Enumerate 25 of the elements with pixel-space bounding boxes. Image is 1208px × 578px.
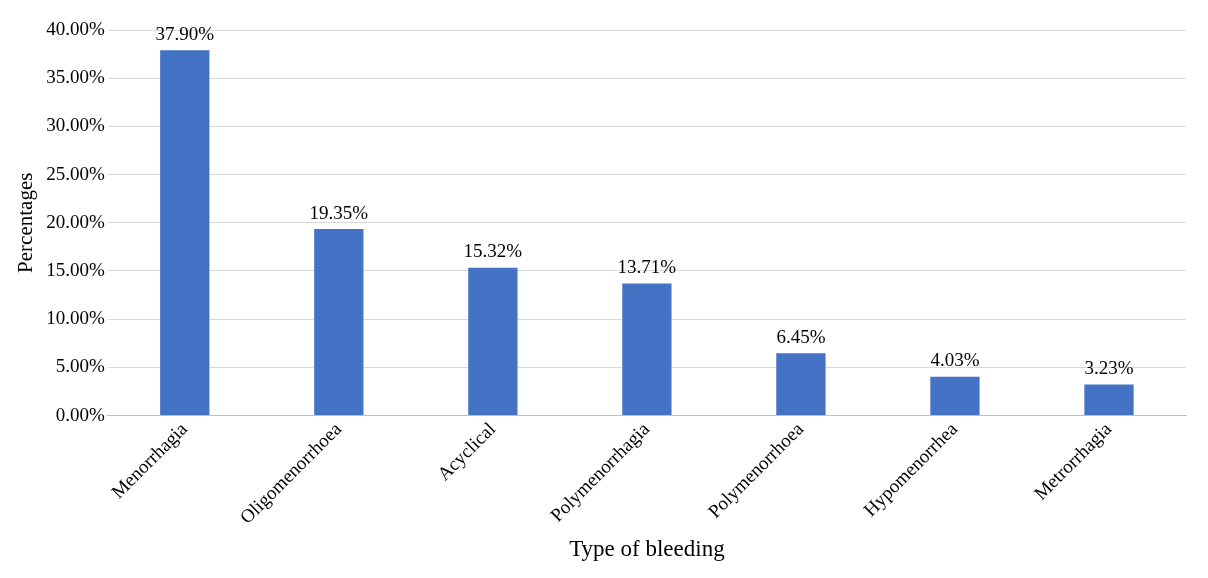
- y-tick-label: 30.00%: [46, 114, 105, 136]
- bar: [930, 376, 980, 416]
- data-label: 15.32%: [463, 240, 523, 262]
- y-tick-label: 35.00%: [46, 66, 105, 88]
- y-tick-label: 40.00%: [46, 17, 105, 39]
- bar: [1084, 384, 1134, 416]
- bar: [776, 353, 826, 416]
- data-label: 4.03%: [930, 349, 980, 371]
- bar: [160, 50, 210, 416]
- y-tick-label: 15.00%: [46, 258, 105, 280]
- y-tick-label: 25.00%: [46, 162, 105, 184]
- bar: [468, 267, 518, 416]
- y-tick-label: 10.00%: [46, 307, 105, 329]
- data-label: 6.45%: [776, 325, 826, 347]
- data-label: 19.35%: [309, 201, 369, 223]
- y-axis-title: Percentages: [13, 172, 38, 273]
- x-axis-title: Type of bleeding: [569, 536, 726, 562]
- data-label: 3.23%: [1084, 356, 1134, 378]
- bar: [314, 229, 364, 416]
- y-tick-label: 5.00%: [55, 355, 105, 377]
- y-tick-label: 0.00%: [55, 403, 105, 425]
- y-tick-label: 20.00%: [46, 210, 105, 232]
- data-label: 37.90%: [155, 22, 215, 44]
- bar: [622, 283, 672, 416]
- data-label: 13.71%: [617, 255, 677, 277]
